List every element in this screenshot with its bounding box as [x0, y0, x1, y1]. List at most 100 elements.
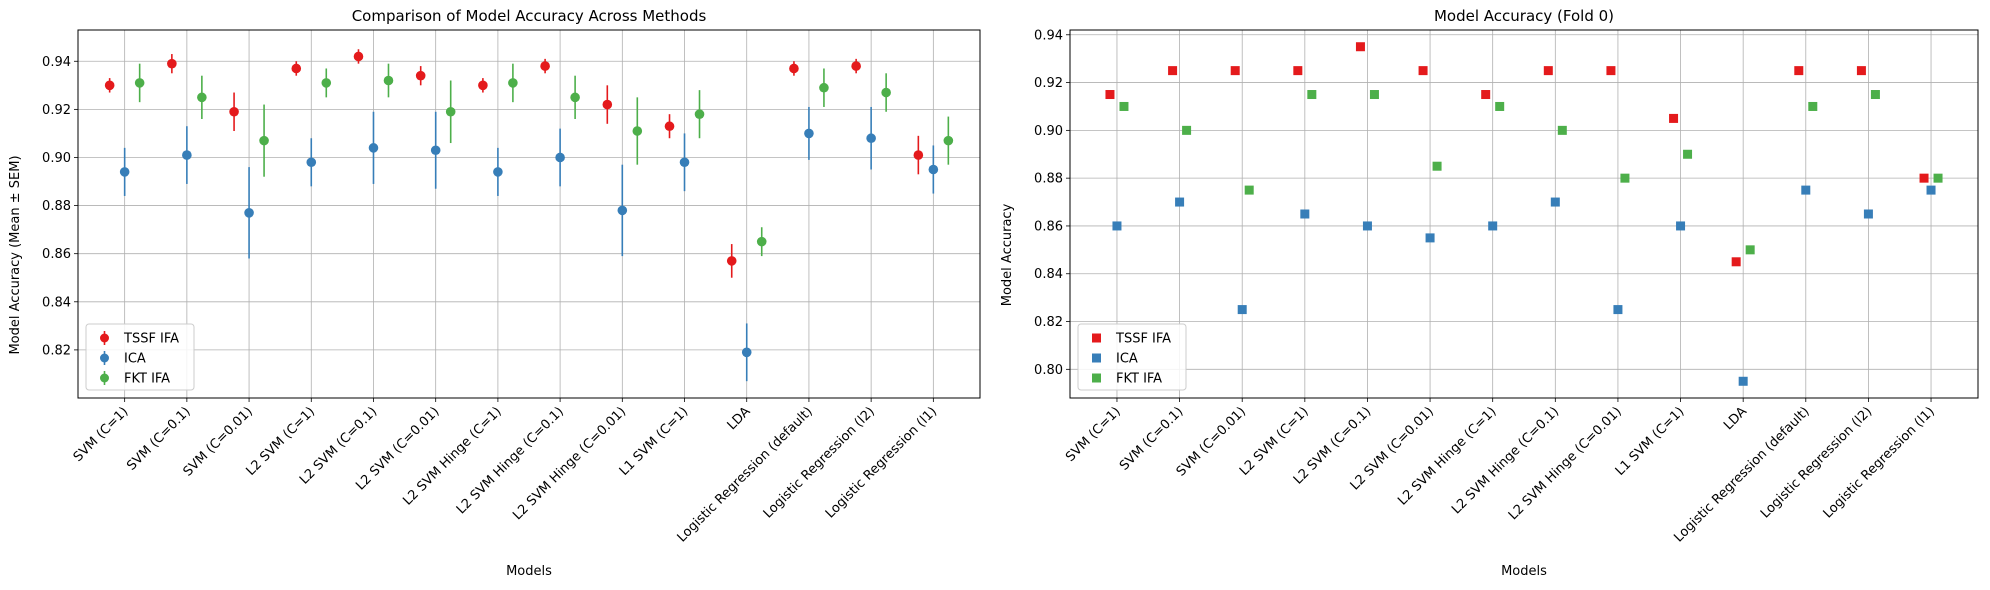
right-chart-title: Model Accuracy (Fold 0)	[1434, 7, 1614, 25]
data-point	[120, 167, 130, 177]
data-point	[1105, 90, 1114, 99]
data-point	[680, 157, 690, 167]
data-point	[244, 208, 254, 218]
data-point	[197, 93, 207, 103]
y-tick-label: 0.84	[1034, 267, 1063, 282]
data-point	[259, 136, 269, 146]
legend-label: TSSF IFA	[1115, 332, 1171, 347]
data-point	[555, 153, 565, 163]
legend-label: TSSF IFA	[123, 332, 179, 347]
y-tick-label: 0.90	[42, 151, 71, 166]
legend-marker	[1092, 354, 1101, 363]
data-point	[1683, 150, 1692, 159]
data-point	[1182, 126, 1191, 135]
data-point	[881, 88, 891, 98]
data-point	[914, 150, 924, 160]
data-point	[866, 133, 876, 143]
data-point	[1419, 66, 1428, 75]
y-tick-label: 0.86	[1034, 219, 1063, 234]
data-point	[1857, 66, 1866, 75]
data-point	[1370, 90, 1379, 99]
y-tick-label: 0.80	[1034, 363, 1063, 378]
data-point	[742, 348, 752, 358]
data-point	[1119, 102, 1128, 111]
data-point	[1481, 90, 1490, 99]
data-point	[1801, 186, 1810, 195]
data-point	[1293, 66, 1302, 75]
data-point	[1363, 221, 1372, 230]
data-point	[851, 61, 861, 71]
data-point	[321, 78, 331, 88]
data-point	[944, 136, 954, 146]
data-point	[618, 206, 628, 216]
data-point	[416, 71, 426, 81]
y-tick-label: 0.82	[1034, 315, 1063, 330]
data-point	[182, 150, 192, 160]
data-point	[1606, 66, 1615, 75]
legend-marker	[100, 354, 109, 363]
data-point	[540, 61, 550, 71]
data-point	[508, 78, 518, 88]
data-point	[1175, 198, 1184, 207]
left-chart-x-axis-label: Models	[506, 564, 552, 579]
legend-marker	[100, 334, 109, 343]
data-point	[804, 129, 814, 139]
y-tick-label: 0.86	[42, 247, 71, 262]
data-point	[1544, 66, 1553, 75]
data-point	[1426, 233, 1435, 242]
legend-marker	[1092, 334, 1101, 343]
data-point	[1307, 90, 1316, 99]
data-point	[384, 76, 394, 86]
data-point	[1676, 221, 1685, 230]
legend: TSSF IFA ICA FKT IFA	[86, 324, 194, 390]
y-tick-label: 0.84	[42, 295, 71, 310]
legend-label: ICA	[1116, 352, 1138, 367]
data-point	[105, 81, 115, 91]
data-point	[1871, 90, 1880, 99]
data-point	[1238, 305, 1247, 314]
left-chart-title: Comparison of Model Accuracy Across Meth…	[352, 7, 707, 25]
data-point	[695, 109, 705, 119]
y-tick-label: 0.90	[1034, 124, 1063, 139]
data-point	[1732, 257, 1741, 266]
data-point	[1934, 174, 1943, 183]
data-point	[570, 93, 580, 103]
data-point	[1864, 210, 1873, 219]
y-tick-label: 0.94	[42, 55, 71, 70]
data-point	[603, 100, 613, 110]
data-point	[369, 143, 379, 153]
data-point	[1300, 210, 1309, 219]
y-tick-label: 0.92	[42, 103, 71, 118]
data-point	[1231, 66, 1240, 75]
data-point	[819, 83, 829, 93]
data-point	[1168, 66, 1177, 75]
data-point	[229, 107, 239, 117]
data-point	[306, 157, 316, 167]
data-point	[1613, 305, 1622, 314]
data-point	[1245, 186, 1254, 195]
data-point	[291, 64, 301, 74]
right-chart-x-axis-label: Models	[1501, 564, 1547, 579]
data-point	[727, 256, 737, 266]
data-point	[665, 121, 675, 131]
data-point	[1927, 186, 1936, 195]
data-point	[929, 165, 939, 175]
data-point	[633, 126, 643, 136]
left-chart-y-axis-label: Model Accuracy (Mean ± SEM)	[8, 155, 23, 354]
y-tick-label: 0.92	[1034, 76, 1063, 91]
data-point	[1558, 126, 1567, 135]
data-point	[493, 167, 503, 177]
data-point	[789, 64, 799, 74]
data-point	[1112, 221, 1121, 230]
data-point	[1433, 162, 1442, 171]
data-point	[1808, 102, 1817, 111]
data-point	[478, 81, 488, 91]
data-point	[446, 107, 456, 117]
legend-label: FKT IFA	[1116, 372, 1162, 387]
data-point	[1620, 174, 1629, 183]
legend-label: ICA	[124, 352, 146, 367]
data-point	[1669, 114, 1678, 123]
legend-label: FKT IFA	[124, 372, 170, 387]
